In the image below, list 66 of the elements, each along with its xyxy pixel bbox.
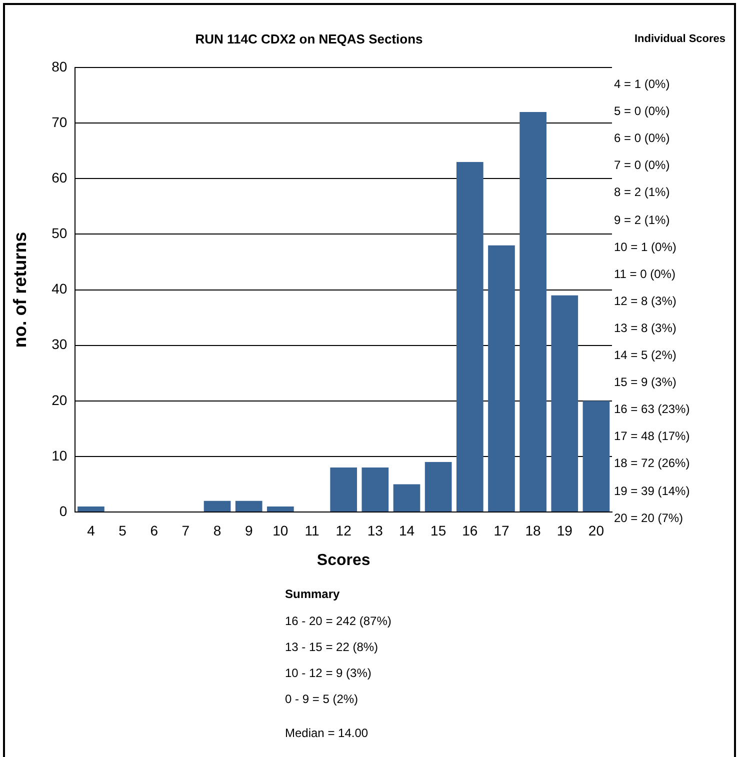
y-tick-label: 70 [52,114,68,130]
y-tick-label: 80 [52,58,68,74]
text: 12 = 8 (3%) [614,294,676,308]
bar [330,468,358,512]
x-tick-label: 12 [336,522,352,538]
bar [520,112,546,512]
x-tick-label: 13 [367,522,384,538]
x-tick-label: 14 [398,522,415,538]
x-tick-label: 4 [87,522,96,538]
bar [456,162,484,512]
text: 13 = 8 (3%) [614,320,676,335]
y-tick-label: 20 [52,392,68,408]
bar [393,484,420,512]
text: 0 - 9 = 5 (2%) [285,692,358,706]
bar [582,400,610,512]
bar [78,506,104,512]
bar [204,500,231,512]
bar [235,500,262,512]
text: 7 = 0 (0%) [614,158,670,172]
text: Summary [285,587,340,601]
y-axis-title: no. of returns [10,232,30,348]
text: 13 - 15 = 22 (8%) [285,640,378,654]
bar [488,245,515,512]
bar [424,462,452,512]
x-tick-label: 5 [118,522,127,538]
x-tick-label: 19 [556,522,573,538]
y-tick-label: 50 [52,225,68,242]
y-tick-label: 0 [59,502,68,519]
x-tick-label: 10 [272,522,288,538]
text: 18 = 72 (26%) [614,456,690,470]
x-tick-label: 20 [588,522,604,538]
text: 15 = 9 (3%) [614,375,676,390]
text: 11 = 0 (0%) [614,266,676,281]
text: 5 = 0 (0%) [614,104,670,118]
x-tick-label: 7 [182,522,190,538]
text: 19 = 39 (14%) [614,484,690,498]
text: 9 = 2 (1%) [614,212,670,226]
bar [267,506,294,512]
text: 10 - 12 = 9 (3%) [285,666,372,680]
x-tick-label: 16 [462,522,478,538]
text: 16 = 63 (23%) [614,402,690,416]
text: 16 - 20 = 242 (87%) [285,614,392,628]
x-tick-label: 18 [525,522,542,538]
x-tick-label: 9 [244,522,253,538]
x-tick-label: 6 [150,522,158,538]
text: Median = 14.00 [285,726,368,740]
text: 8 = 2 (1%) [614,185,670,200]
text: Individual Scores [633,33,727,45]
y-tick-label: 60 [52,170,68,186]
text: 10 = 1 (0%) [614,240,676,254]
chart-title: RUN 114C CDX2 on NEQAS Sections [195,31,423,46]
text: 4 = 1 (0%) [614,77,670,91]
x-tick-label: 11 [304,522,320,538]
text: 6 = 0 (0%) [614,131,670,146]
bar [362,468,389,512]
text: 14 = 5 (2%) [614,348,676,362]
x-tick-label: 17 [494,522,510,538]
y-tick-label: 10 [52,447,68,464]
x-tick-label: 8 [213,522,222,538]
text: 17 = 48 (17%) [614,429,690,444]
y-tick-label: 40 [52,280,68,297]
x-tick-label: 15 [430,522,446,538]
y-tick-label: 30 [52,336,68,352]
x-axis-title: Scores [316,552,370,569]
text: 20 = 20 (7%) [614,510,684,525]
bar [551,295,578,512]
